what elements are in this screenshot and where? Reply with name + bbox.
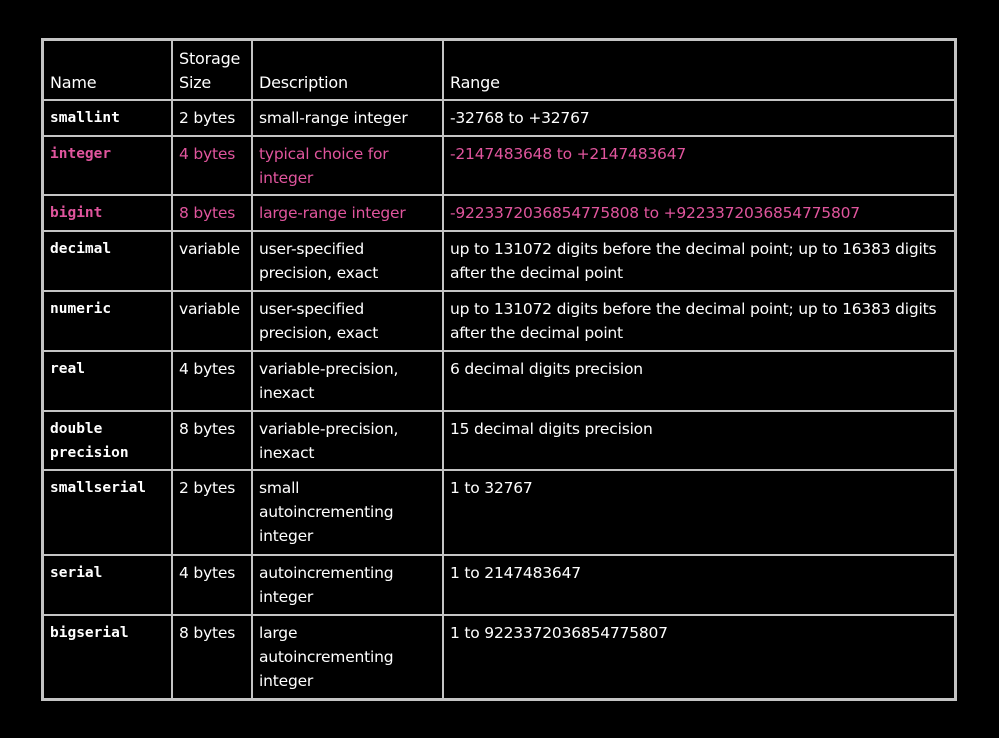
- type-name-cell: real: [44, 351, 171, 410]
- type-name-cell: double precision: [44, 411, 171, 470]
- range-cell: 6 decimal digits precision: [444, 351, 954, 410]
- description-cell: small autoincrementing integer: [253, 471, 442, 554]
- storage-size-cell: 4 bytes: [173, 136, 251, 195]
- type-name-cell: bigint: [44, 196, 171, 230]
- table-row: integer 4 bytes typical choice for integer…: [44, 136, 954, 195]
- table-row: numeric variable user-specified precision,…: [44, 291, 954, 350]
- storage-size-cell: 2 bytes: [173, 101, 251, 135]
- type-name-cell: decimal: [44, 231, 171, 290]
- storage-size-cell: 8 bytes: [173, 411, 251, 470]
- storage-size-cell: 8 bytes: [173, 615, 251, 698]
- range-cell: 1 to 9223372036854775807: [444, 615, 954, 698]
- storage-size-cell: variable: [173, 231, 251, 290]
- table-row: bigserial 8 bytes large autoincrementing i…: [44, 615, 954, 698]
- description-cell: large-range integer: [253, 196, 442, 230]
- range-cell: up to 131072 digits before the decimal p…: [444, 231, 954, 290]
- storage-size-cell: 4 bytes: [173, 351, 251, 410]
- range-cell: 1 to 2147483647: [444, 555, 954, 614]
- table-row: serial 4 bytes autoincrementing integer 1 t…: [44, 555, 954, 614]
- storage-size-cell: 2 bytes: [173, 471, 251, 554]
- description-cell: variable-precision, inexact: [253, 411, 442, 470]
- table-row: real 4 bytes variable-precision, inexact 6 …: [44, 351, 954, 410]
- data-types-table: Name Storage Size Description Range smal…: [42, 39, 956, 700]
- type-name-cell: integer: [44, 136, 171, 195]
- header-range: Range: [444, 41, 954, 99]
- description-cell: user-specified precision, exact: [253, 231, 442, 290]
- storage-size-cell: 4 bytes: [173, 555, 251, 614]
- data-types-table-frame: Name Storage Size Description Range smal…: [41, 38, 957, 701]
- description-cell: small-range integer: [253, 101, 442, 135]
- table-row: double precision 8 bytes variable-precisio…: [44, 411, 954, 470]
- description-cell: autoincrementing integer: [253, 555, 442, 614]
- table-row: smallint 2 bytes small-range integer -32768…: [44, 101, 954, 135]
- table-row: bigint 8 bytes large-range integer -9223372…: [44, 196, 954, 230]
- description-cell: user-specified precision, exact: [253, 291, 442, 350]
- table-header-row: Name Storage Size Description Range: [44, 41, 954, 99]
- range-cell: -32768 to +32767: [444, 101, 954, 135]
- range-cell: -2147483648 to +2147483647: [444, 136, 954, 195]
- type-name-cell: serial: [44, 555, 171, 614]
- range-cell: -9223372036854775808 to +922337203685477…: [444, 196, 954, 230]
- range-cell: 15 decimal digits precision: [444, 411, 954, 470]
- table-row: smallserial 2 bytes small autoincrementing…: [44, 471, 954, 554]
- description-cell: variable-precision, inexact: [253, 351, 442, 410]
- storage-size-cell: variable: [173, 291, 251, 350]
- description-cell: large autoincrementing integer: [253, 615, 442, 698]
- type-name-cell: smallserial: [44, 471, 171, 554]
- description-cell: typical choice for integer: [253, 136, 442, 195]
- range-cell: up to 131072 digits before the decimal p…: [444, 291, 954, 350]
- storage-size-cell: 8 bytes: [173, 196, 251, 230]
- table-row: decimal variable user-specified precision,…: [44, 231, 954, 290]
- range-cell: 1 to 32767: [444, 471, 954, 554]
- type-name-cell: bigserial: [44, 615, 171, 698]
- type-name-cell: smallint: [44, 101, 171, 135]
- type-name-cell: numeric: [44, 291, 171, 350]
- header-name: Name: [44, 41, 171, 99]
- header-description: Description: [253, 41, 442, 99]
- header-storage-size: Storage Size: [173, 41, 251, 99]
